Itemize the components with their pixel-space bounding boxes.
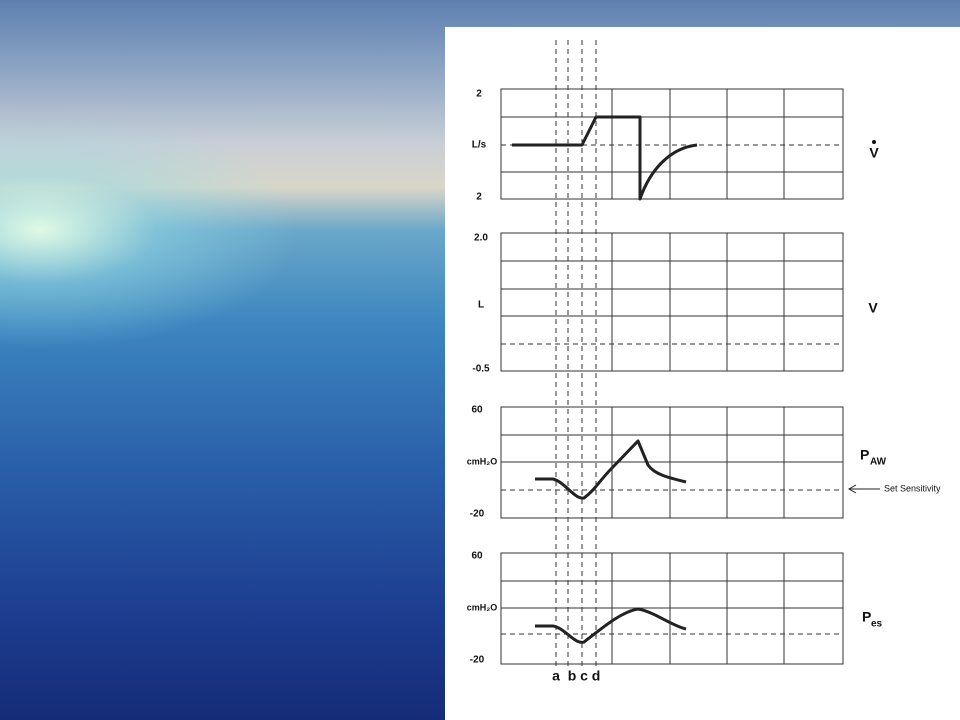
panel: [445, 27, 960, 720]
phase-label: a: [552, 668, 560, 684]
sensitivity-label: Set Sensitivity: [884, 483, 941, 493]
pes-name: P: [862, 609, 871, 625]
pes-top: 60: [471, 551, 483, 562]
volume-unit: L: [478, 300, 484, 311]
sensitivity-arrow: [847, 484, 880, 494]
paw-curve: [535, 439, 687, 500]
paw-sub: AW: [870, 457, 887, 468]
phase-label: c: [580, 668, 588, 684]
flow-top: 2: [476, 89, 482, 100]
paw-grid: [500, 406, 844, 519]
volume-name: V: [868, 300, 878, 316]
paw-bottom: -20: [470, 509, 485, 520]
flow-dot: [872, 140, 876, 144]
pes-grid: [500, 552, 844, 665]
paw-top: 60: [471, 405, 483, 416]
pes-unit: cmH₂O: [467, 602, 498, 612]
volume-bottom: -0.5: [472, 364, 490, 375]
pes-bottom: -20: [470, 655, 485, 666]
phase-label: b: [568, 668, 577, 684]
flow-unit: L/s: [472, 140, 487, 151]
pes-curve: [535, 607, 687, 644]
flow-bottom: 2: [476, 192, 482, 203]
flow-curve: [512, 115, 698, 201]
paw-unit: cmH₂O: [467, 456, 498, 466]
flow-name: V: [869, 145, 879, 161]
volume-grid: [500, 232, 844, 372]
phase-label: d: [592, 668, 601, 684]
paw-name: P: [860, 447, 869, 463]
volume-top: 2.0: [474, 233, 488, 244]
pes-sub: es: [871, 619, 883, 630]
